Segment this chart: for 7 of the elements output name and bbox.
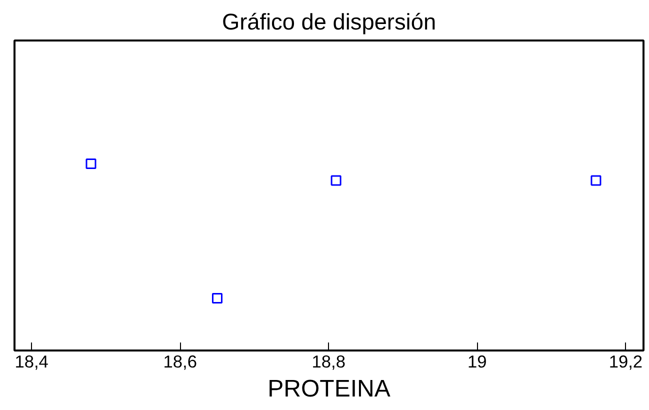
x-tick-label: 18,4 [14, 352, 49, 372]
x-tick-label: 19 [468, 352, 487, 372]
x-tick-label: 18,8 [312, 352, 346, 372]
x-tick-label: 19,2 [608, 352, 643, 372]
x-axis-title: PROTEINA [268, 376, 390, 402]
chart-title: Gráfico de dispersión [222, 8, 436, 34]
x-tick-label: 18,6 [163, 352, 197, 372]
